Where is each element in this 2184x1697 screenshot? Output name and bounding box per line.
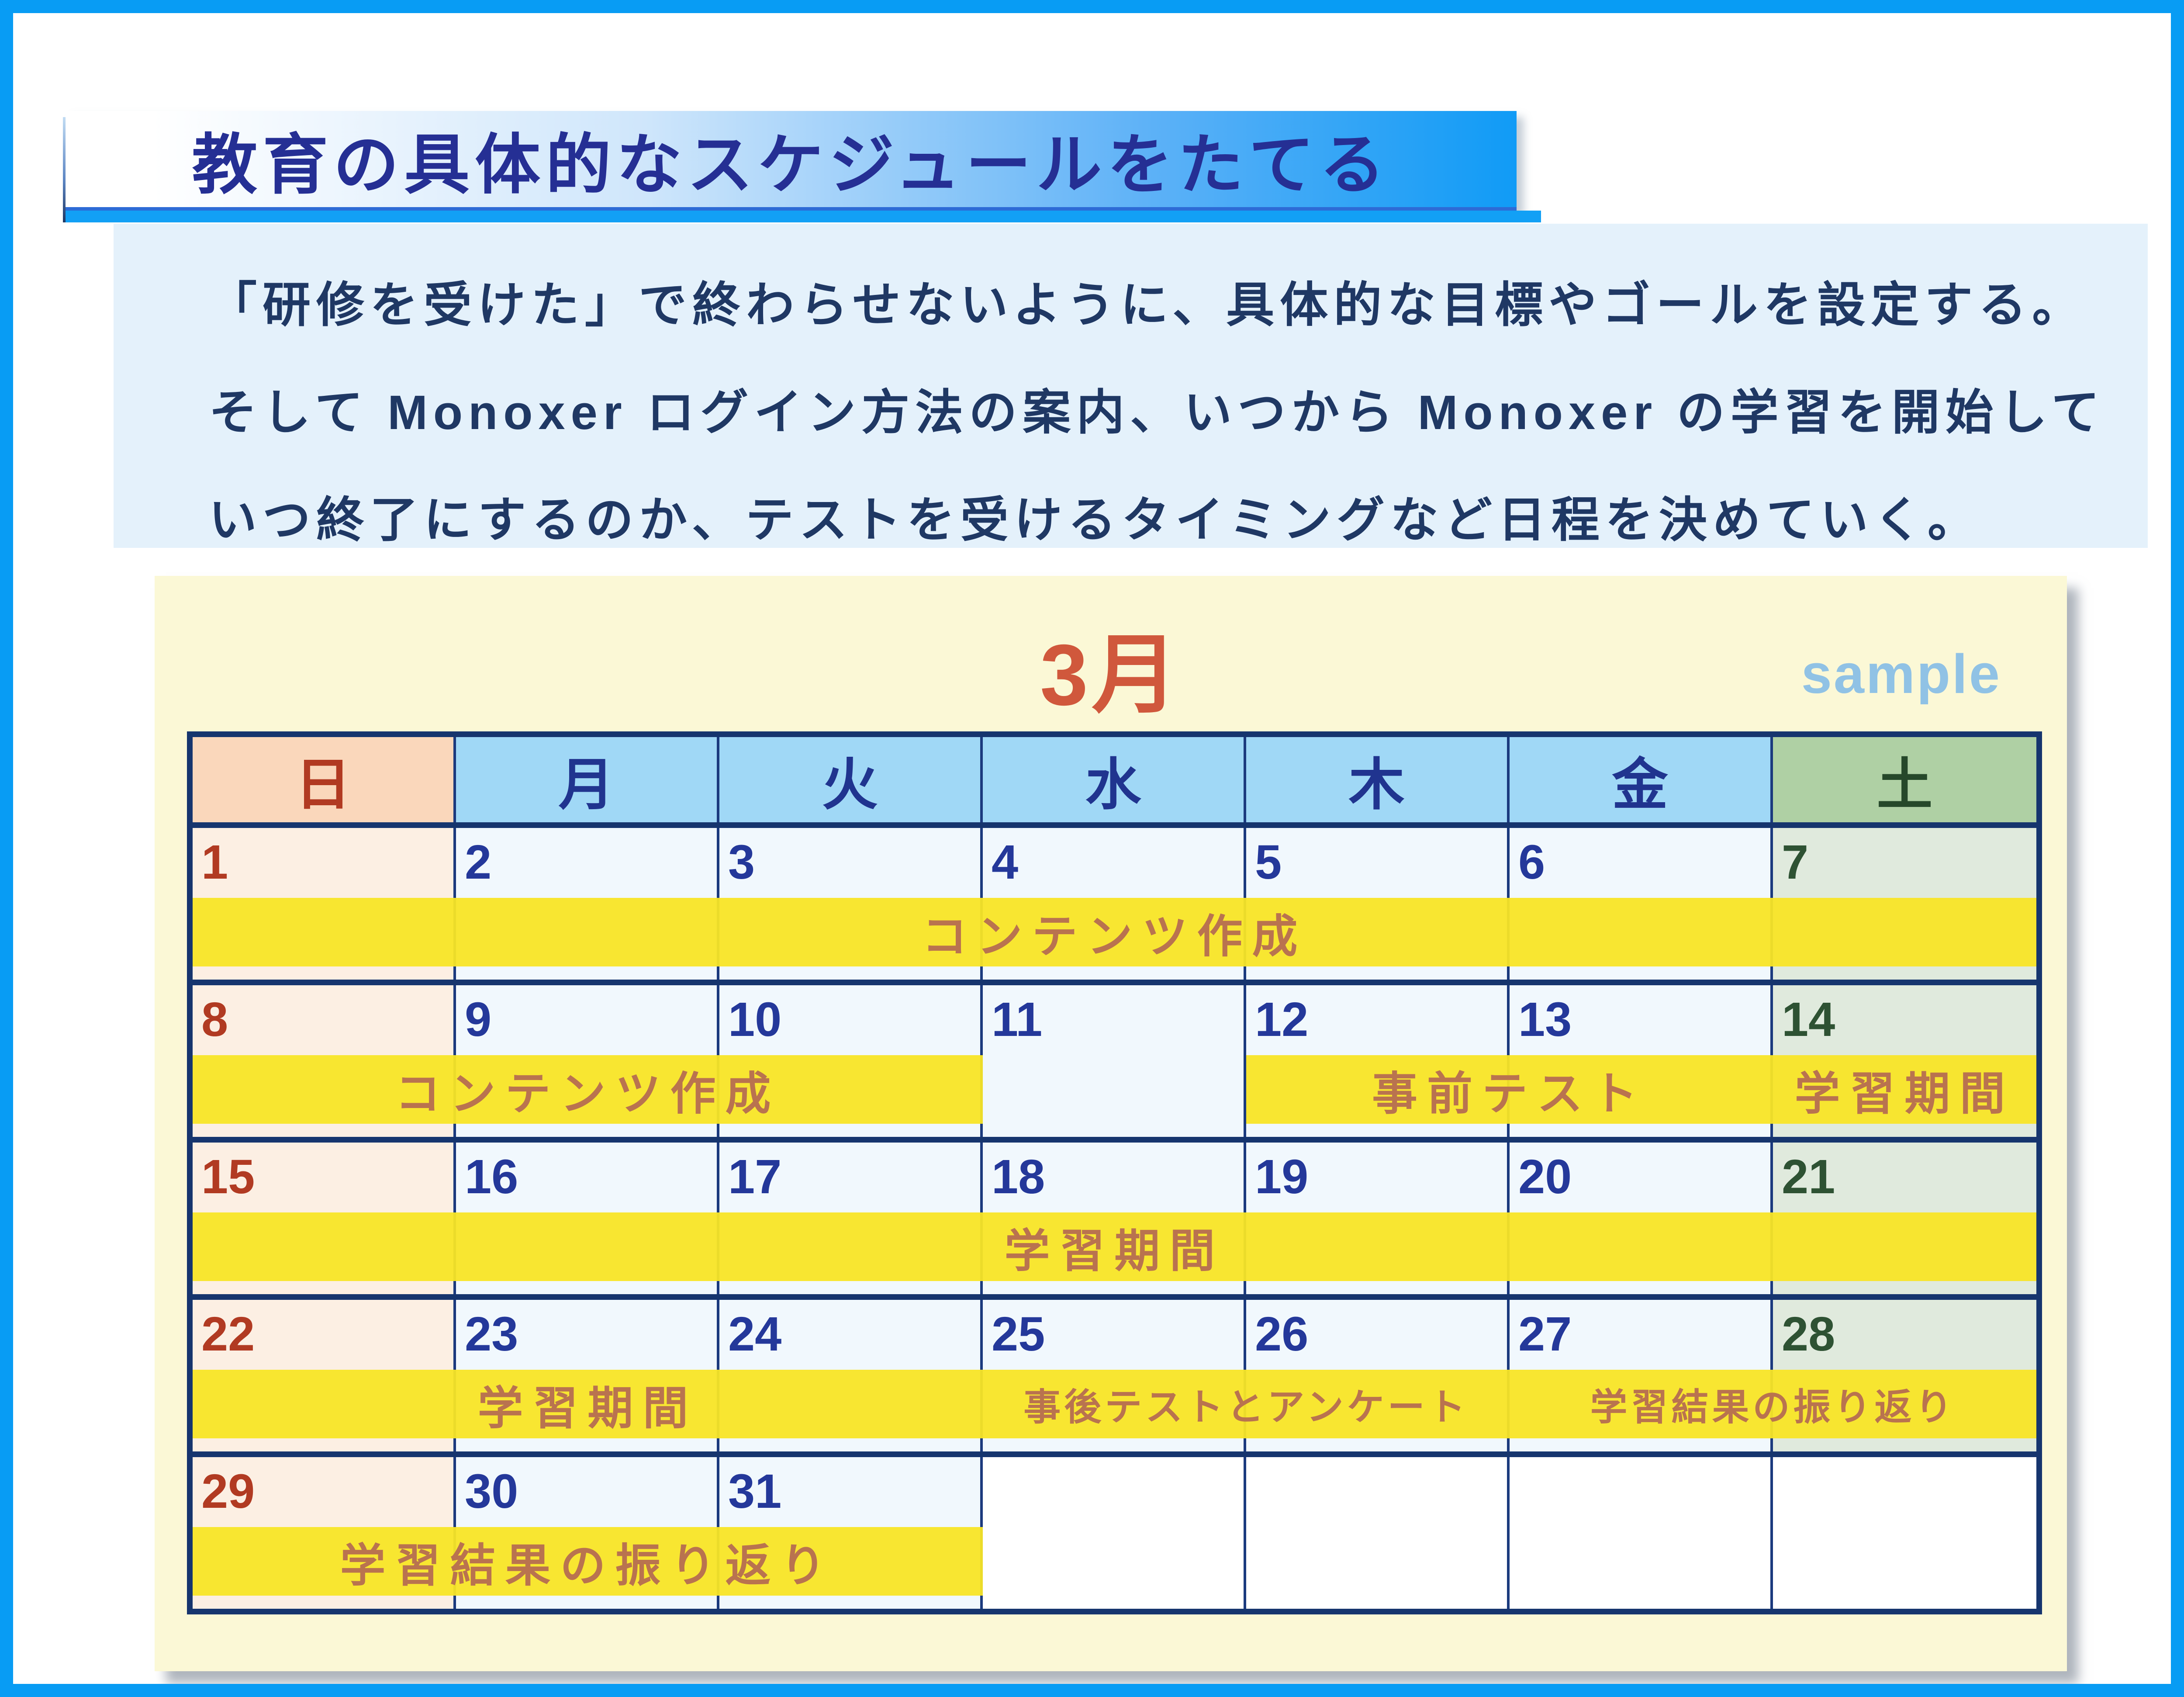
title-underline-bar [66,211,1541,222]
date-number: 16 [465,1150,518,1204]
week-row-3: 15 16 17 18 19 20 21 学習期間 [193,1137,2036,1294]
event-bar: コンテンツ作成 [193,898,2036,966]
sample-watermark: sample [1801,643,2001,705]
date-number: 27 [1518,1307,1572,1361]
date-number: 8 [201,993,228,1046]
day-header-木: 木 [1246,737,1510,822]
date-number: 28 [1782,1307,1835,1361]
date-number: 4 [992,835,1019,889]
week-row-1: 1 2 3 4 5 6 7 コンテンツ作成 [193,822,2036,980]
date-number: 5 [1255,835,1282,889]
title-banner: 教育の具体的なスケジュールをたてる [66,111,1517,211]
day-header-水: 水 [983,737,1246,822]
date-number: 1 [201,835,228,889]
date-number: 19 [1255,1150,1309,1204]
event-bar: 事前テスト [1246,1055,1773,1124]
date-number: 26 [1255,1307,1309,1361]
date-cell [1510,1457,1773,1609]
event-bar: 学習期間 [193,1212,2036,1281]
date-number: 17 [728,1150,782,1204]
date-number: 22 [201,1307,255,1361]
event-bar: 学習結果の振り返り [193,1527,983,1596]
date-number: 23 [465,1307,518,1361]
day-header-row: 日月火水木金土 [193,737,2036,822]
date-number: 31 [728,1465,782,1518]
date-number: 3 [728,835,755,889]
date-number: 29 [201,1465,255,1518]
description-line-2: そして Monoxer ログイン方法の案内、いつから Monoxer の学習を開… [209,386,2105,440]
date-number: 11 [992,993,1043,1046]
date-number: 7 [1782,835,1809,889]
date-number: 9 [465,993,492,1046]
description-line-1: 「研修を受けた」で終わらせないように、具体的な目標やゴールを設定する。 [209,278,2086,332]
date-number: 25 [992,1307,1045,1361]
date-cell [1773,1457,2036,1609]
date-number: 21 [1782,1150,1835,1204]
week-row-2: 8 9 10 11 12 13 14 コンテンツ作成 事前テスト 学習期間 [193,980,2036,1137]
date-number: 6 [1518,835,1545,889]
date-number: 14 [1782,993,1835,1046]
month-title: 3月 [1040,627,1182,723]
week-row-4: 22 23 24 25 26 27 28 学習期間 事後テストとアンケート 学習結果の振り返り [193,1294,2036,1451]
date-cell [1246,1457,1510,1609]
day-header-日: 日 [193,737,456,822]
date-number: 24 [728,1307,782,1361]
event-bar: コンテンツ作成 [193,1055,983,1124]
date-number: 2 [465,835,492,889]
date-number: 30 [465,1465,518,1518]
date-number: 10 [728,993,782,1046]
date-number: 20 [1518,1150,1572,1204]
event-bar: 学習期間 [193,1370,983,1438]
day-header-土: 土 [1773,737,2036,822]
date-number: 13 [1518,993,1572,1046]
date-number: 18 [992,1150,1045,1204]
event-bar: 事後テストとアンケート [983,1370,1510,1438]
event-bar: 学習結果の振り返り [1510,1370,2036,1438]
week-row-5: 29 30 31 学習結果の振り返り [193,1451,2036,1609]
weeks-container: 1 2 3 4 5 6 7 コンテンツ作成 8 9 10 11 12 13 14 コンテンツ作成 事前テスト 学習… [193,822,2036,1609]
date-number: 12 [1255,993,1309,1046]
event-bar: 学習期間 [1773,1055,2036,1124]
date-cell: 11 [983,985,1246,1137]
calendar-table: 日月火水木金土 1 2 3 4 5 6 7 コンテンツ作成 8 9 10 11 12 13 14 コンテンツ作… [187,731,2042,1614]
description-line-3: いつ終了にするのか、テストを受けるタイミングなど日程を決めていく。 [209,493,1981,547]
description-panel: 「研修を受けた」で終わらせないように、具体的な目標やゴールを設定する。 そして … [114,224,2148,548]
page-title: 教育の具体的なスケジュールをたてる [192,128,1390,201]
calendar-card: 3月 sample 日月火水木金土 1 2 3 4 5 6 7 コンテンツ作成 8 9 10 11 12… [155,576,2067,1671]
date-cell [983,1457,1246,1609]
day-header-火: 火 [719,737,983,822]
date-number: 15 [201,1150,255,1204]
day-header-月: 月 [456,737,719,822]
day-header-金: 金 [1510,737,1773,822]
